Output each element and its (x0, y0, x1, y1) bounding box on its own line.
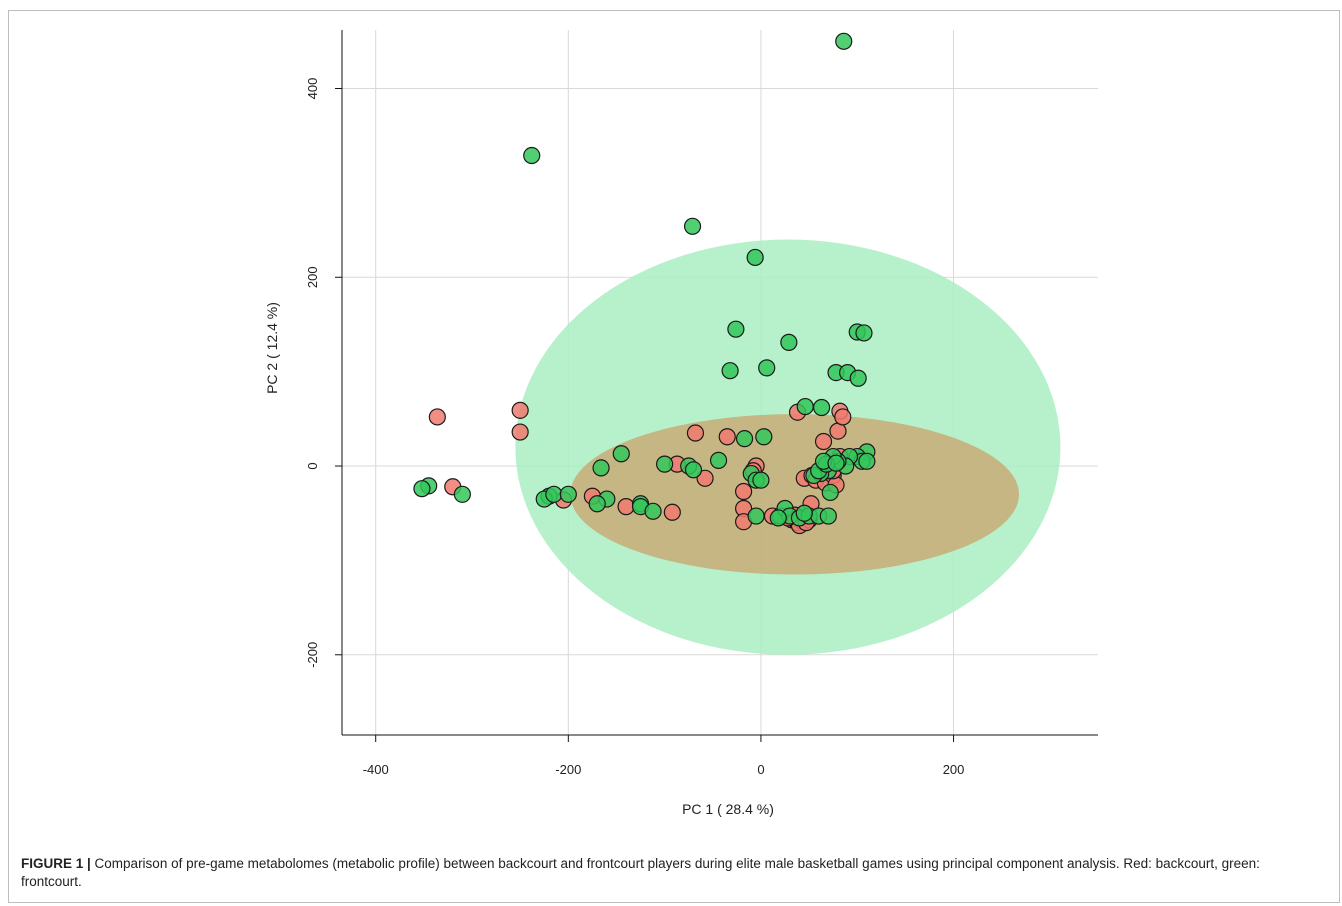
y-tick-label: 400 (305, 78, 320, 100)
backcourt-point (718, 428, 736, 446)
confidence-ellipses (515, 239, 1061, 655)
frontcourt-point (453, 485, 471, 503)
pca-scatter-plot: -400 -200 0 200 -200 0 200 400 PC 1 ( 28.4 %) P… (264, 30, 1098, 817)
frontcourt-point (755, 428, 773, 446)
caption-label: FIGURE 1 | (21, 856, 91, 871)
frontcourt-point (612, 445, 630, 463)
frontcourt-point (684, 461, 703, 479)
frontcourt-point (523, 146, 541, 165)
caption-text: Comparison of pre-game metabolomes (meta… (21, 856, 1260, 889)
frontcourt-point (656, 455, 674, 473)
frontcourt-point (644, 502, 662, 520)
y-tick-label: -200 (305, 642, 320, 668)
y-tick-label: 200 (305, 266, 320, 288)
frontcourt-point (758, 359, 776, 377)
tick-marks-and-labels: -400 -200 0 200 -200 0 200 400 (305, 78, 964, 777)
frontcourt-point (827, 454, 845, 472)
frontcourt-point (588, 495, 606, 513)
frontcourt-point (858, 452, 876, 470)
x-tick-label: 200 (943, 762, 965, 777)
frontcourt-point (795, 504, 813, 522)
frontcourt-point (735, 430, 754, 448)
frontcourt-point (709, 451, 728, 469)
frontcourt-point (721, 362, 739, 380)
frontcourt-point (545, 485, 563, 503)
figure-caption: FIGURE 1 | Comparison of pre-game metabo… (21, 855, 1311, 891)
x-tick-label: 0 (757, 762, 764, 777)
frontcourt-point (769, 509, 787, 527)
frontcourt-point (413, 480, 431, 498)
backcourt-point (686, 424, 705, 442)
x-tick-label: -400 (363, 762, 389, 777)
x-axis-title: PC 1 ( 28.4 %) (682, 801, 774, 817)
frontcourt-point (813, 398, 831, 417)
backcourt-ellipse (570, 414, 1020, 575)
frontcourt-point (559, 485, 577, 503)
x-tick-label: -200 (555, 762, 581, 777)
data-points (413, 32, 876, 535)
frontcourt-point (796, 397, 814, 416)
backcourt-point (511, 423, 529, 441)
frontcourt-point (835, 32, 853, 50)
backcourt-point (814, 432, 833, 451)
frontcourt-point (821, 483, 839, 502)
backcourt-point (696, 469, 714, 487)
backcourt-point (834, 408, 852, 426)
frontcourt-point (855, 324, 873, 342)
frontcourt-point (819, 507, 837, 525)
y-axis-title: PC 2 ( 12.4 %) (264, 302, 280, 394)
frontcourt-point (683, 217, 702, 235)
axes (341, 30, 1098, 736)
backcourt-point (428, 408, 446, 426)
backcourt-point (617, 498, 635, 516)
frontcourt-point (849, 369, 867, 387)
frontcourt-point (727, 320, 745, 338)
backcourt-point (663, 503, 681, 521)
frontcourt-point (752, 471, 770, 489)
y-tick-label: 0 (305, 462, 320, 469)
frontcourt-point (746, 248, 764, 267)
frontcourt-point (592, 459, 610, 477)
backcourt-point (734, 482, 753, 501)
frontcourt-point (747, 507, 765, 525)
backcourt-point (511, 401, 529, 419)
frontcourt-point (780, 333, 798, 351)
